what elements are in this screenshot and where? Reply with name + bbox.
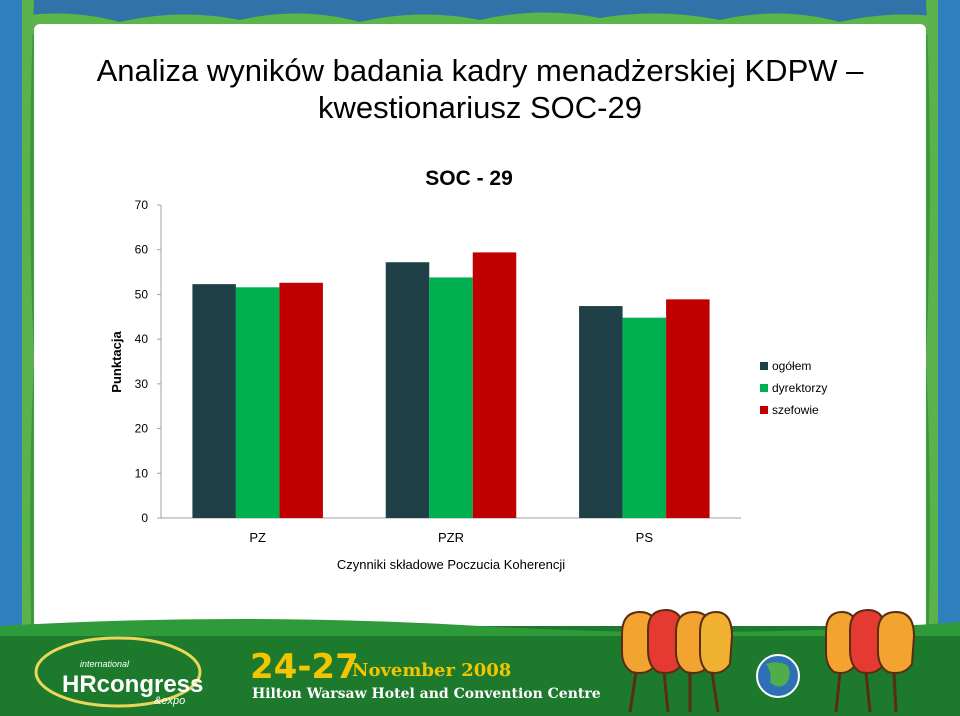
footer-venue: Hilton Warsaw Hotel and Convention Centr… [252,686,601,702]
bar-pzr-2 [472,252,517,518]
chart-title: SOC - 29 [425,167,513,190]
footer-logo-sub: &expo [154,695,185,707]
legend-label: szefowie [772,403,819,417]
x-axis-label: Czynniki składowe Poczucia Koherencji [337,557,565,572]
y-ticks: 0 10 20 30 40 50 60 70 [135,198,161,525]
y-tick-label: 0 [141,511,148,525]
bar-pz-0 [192,284,236,518]
y-tick-label: 60 [135,243,149,257]
bar-pz-2 [279,282,323,518]
legend-swatch [760,362,768,370]
x-tick-label: PZR [438,530,464,545]
footer-logo-small-text: international [80,659,130,669]
y-tick-label: 20 [135,422,149,436]
footer-logo-text: HRcongress [62,671,203,698]
bar-pzr-0 [385,262,430,518]
bar-pzr-1 [429,277,473,518]
bars [192,252,710,518]
y-tick-label: 70 [135,198,149,212]
x-tick-label: PZ [249,530,266,545]
legend-swatch [760,384,768,392]
bar-ps-2 [666,299,710,518]
x-ticks: PZ PZR PS [249,530,653,545]
footer-date-range: 24-27 [250,647,359,687]
bar-ps-0 [579,306,623,518]
footer-date-month: November 2008 [352,660,511,681]
legend-label: ogółem [772,359,811,373]
legend-swatch [760,406,768,414]
legend: ogółem dyrektorzy szefowie [760,359,827,417]
y-tick-label: 50 [135,287,149,301]
y-tick-label: 40 [135,332,149,346]
y-tick-label: 30 [135,377,149,391]
slide-title-line2: kwestionariusz SOC-29 [318,90,642,125]
bar-pz-1 [235,287,280,518]
bar-ps-1 [622,317,667,518]
slide-title-line1: Analiza wyników badania kadry menadżersk… [96,53,864,88]
y-axis-label: Punktacja [109,331,124,393]
y-tick-label: 10 [135,466,149,480]
x-tick-label: PS [636,530,654,545]
legend-label: dyrektorzy [772,381,827,395]
slide-title: Analiza wyników badania kadry menadżersk… [40,52,920,126]
